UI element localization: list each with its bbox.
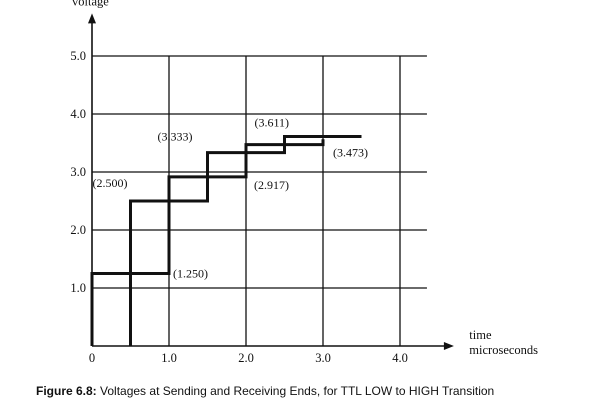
x-tick-label: 3.0 [315, 351, 331, 365]
figure-caption: Figure 6.8: Voltages at Sending and Rece… [36, 384, 576, 398]
data-annotation: (3.473) [333, 146, 368, 160]
figure-caption-text: Voltages at Sending and Receiving Ends, … [96, 384, 495, 398]
x-tick-label: 4.0 [392, 351, 408, 365]
data-annotation: (1.250) [173, 267, 208, 281]
x-axis-arrow [443, 342, 454, 350]
x-tick-label: 2.0 [238, 351, 254, 365]
data-annotation: (3.611) [255, 116, 290, 130]
y-tick-label: 1.0 [70, 281, 86, 295]
x-tick-label: 1.0 [161, 351, 177, 365]
series-line-2 [129, 135, 362, 346]
axes [88, 13, 454, 350]
y-axis-label: voltage [72, 0, 109, 8]
x-axis-label: time [469, 328, 492, 342]
series-layer [90, 135, 362, 346]
data-annotation: (2.917) [254, 178, 289, 192]
y-tick-label: 3.0 [70, 165, 86, 179]
y-axis-arrow [88, 13, 96, 24]
y-tick-label: 5.0 [70, 49, 86, 63]
labels: 1.0 2.0 3.0 4.0 5.0 0 1.0 2.0 3.0 4.0 voltage timem… [70, 0, 538, 365]
y-tick-label: 4.0 [70, 107, 86, 121]
data-annotation: (2.500) [93, 176, 128, 190]
data-annotation: (3.333) [158, 130, 193, 144]
y-tick-label: 2.0 [70, 223, 86, 237]
x-tick-label: 0 [89, 351, 95, 365]
figure-number: Figure 6.8: [36, 384, 97, 398]
x-axis-label-unit: microseconds [469, 343, 538, 357]
